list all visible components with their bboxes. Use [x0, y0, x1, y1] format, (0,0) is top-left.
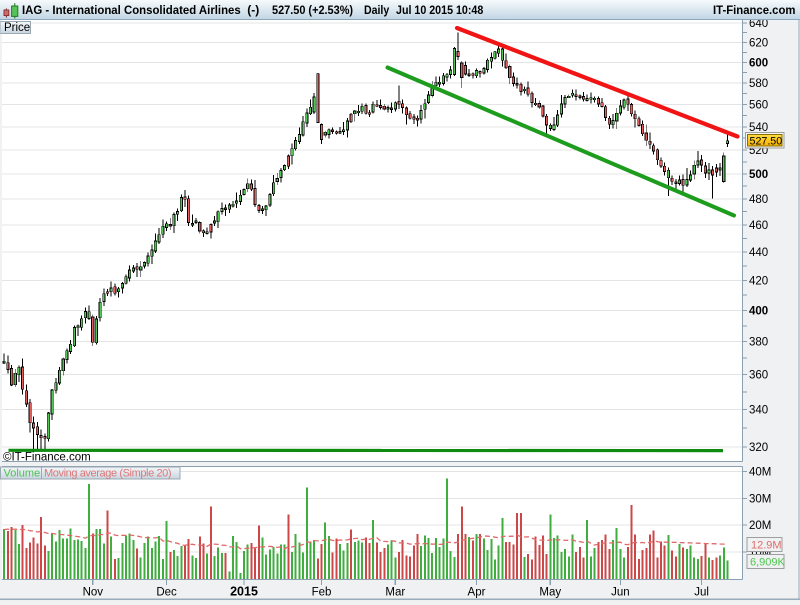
svg-text:500: 500: [749, 169, 768, 181]
svg-text:20M: 20M: [749, 520, 771, 532]
svg-text:Dec: Dec: [156, 587, 177, 599]
svg-text:480: 480: [749, 194, 768, 206]
svg-text:360: 360: [749, 370, 768, 382]
svg-text:440: 440: [749, 247, 768, 259]
svg-text:40M: 40M: [749, 467, 771, 479]
svg-text:Moving average (Simple 20): Moving average (Simple 20): [44, 467, 171, 479]
svg-text:Jun: Jun: [611, 587, 630, 599]
svg-text:400: 400: [749, 305, 768, 317]
svg-text:460: 460: [749, 220, 768, 232]
svg-text:2015: 2015: [230, 585, 258, 599]
svg-text:420: 420: [749, 276, 768, 288]
svg-text:30M: 30M: [749, 493, 771, 505]
svg-text:May: May: [539, 587, 561, 599]
svg-text:320: 320: [749, 442, 768, 454]
svg-text:Jul: Jul: [694, 587, 709, 599]
svg-text:600: 600: [749, 57, 768, 69]
svg-text:6,909K: 6,909K: [750, 556, 786, 568]
svg-text:620: 620: [749, 37, 768, 49]
svg-text:380: 380: [749, 337, 768, 349]
svg-text:Volume: Volume: [4, 467, 41, 479]
svg-text:340: 340: [749, 405, 768, 417]
svg-text:Feb: Feb: [312, 587, 332, 599]
svg-text:Mar: Mar: [385, 587, 405, 599]
svg-text:560: 560: [749, 100, 768, 112]
svg-text:Apr: Apr: [468, 587, 486, 599]
svg-text:12.9M: 12.9M: [751, 539, 782, 551]
svg-text:527.50: 527.50: [750, 136, 783, 148]
svg-text:Nov: Nov: [83, 587, 104, 599]
svg-text:580: 580: [749, 78, 768, 90]
